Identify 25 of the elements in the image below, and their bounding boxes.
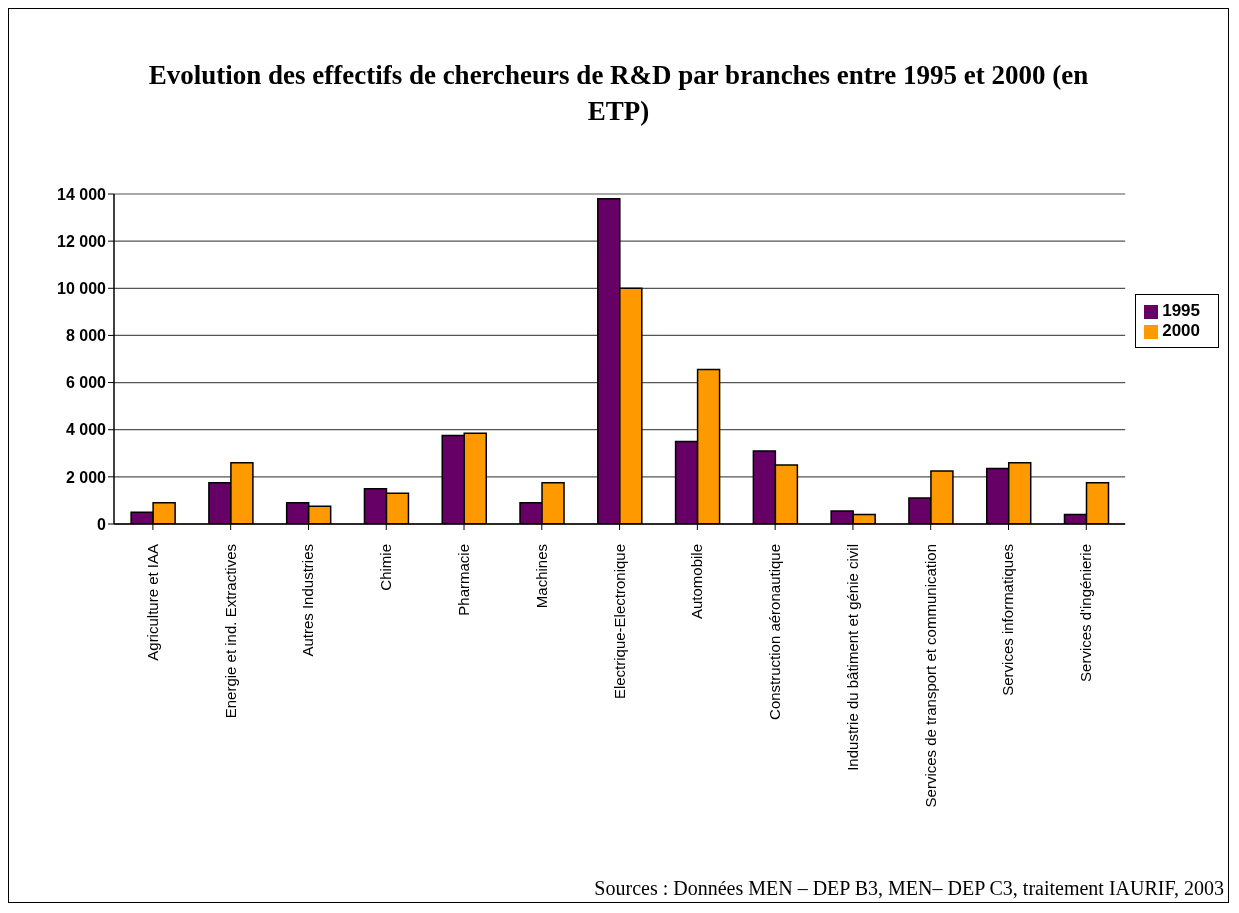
x-tick-label: Pharmacie xyxy=(455,544,473,616)
y-tick-label: 10 000 xyxy=(57,279,107,297)
source-note: Sources : Données MEN – DEP B3, MEN– DEP C3, traitement IAURIF, 2003 xyxy=(594,877,1224,900)
y-tick-label: 14 000 xyxy=(57,185,107,203)
x-tick-label: Energie et ind. Extractives xyxy=(221,544,239,719)
y-tick-label: 12 000 xyxy=(57,232,107,250)
x-tick-label: Machines xyxy=(532,544,550,609)
legend-label: 1995 xyxy=(1162,301,1200,320)
x-tick-label: Autres Industries xyxy=(299,544,317,657)
y-tick-label: 4 000 xyxy=(65,421,107,439)
x-tick-label: Automobile xyxy=(688,544,706,620)
x-tick-label: Industrie du bâtiment et génie civil xyxy=(843,544,861,771)
chart-title: Evolution des effectifs de chercheurs de R&D par branches entre 1995 et 2000 (en ETP) xyxy=(147,59,1090,128)
y-tick-label: 8 000 xyxy=(65,327,107,345)
y-tick-label: 6 000 xyxy=(65,374,107,392)
x-tick-label: Electrique-Electronique xyxy=(610,544,628,700)
y-tick-label: 2 000 xyxy=(65,468,107,486)
x-tick-label: Construction aéronautique xyxy=(766,544,784,720)
x-tick-label: Services de transport et communication xyxy=(921,544,939,808)
x-tick-label: Agriculture et IAA xyxy=(143,544,161,661)
x-tick-label: Services informatiques xyxy=(999,544,1017,696)
legend-label: 2000 xyxy=(1162,321,1200,340)
x-tick-label: Services d'ingénierie xyxy=(1077,544,1095,682)
y-tick-label: 0 xyxy=(97,515,107,533)
x-tick-label: Chimie xyxy=(377,544,395,591)
